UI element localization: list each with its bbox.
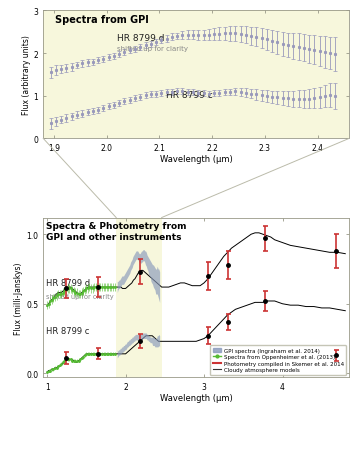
Text: shifted up for clarity: shifted up for clarity bbox=[117, 46, 188, 52]
Text: HR 8799 d: HR 8799 d bbox=[117, 35, 164, 43]
Y-axis label: Flux (milli-Janskys): Flux (milli-Janskys) bbox=[14, 262, 23, 334]
X-axis label: Wavelength (μm): Wavelength (μm) bbox=[160, 394, 233, 403]
Text: Spectra & Photometry from
GPI and other instruments: Spectra & Photometry from GPI and other … bbox=[46, 221, 187, 241]
Text: shifted up for clarity: shifted up for clarity bbox=[46, 293, 114, 299]
Y-axis label: Flux (arbitrary units): Flux (arbitrary units) bbox=[22, 35, 31, 115]
Text: HR 8799 d: HR 8799 d bbox=[46, 279, 90, 288]
Text: HR 8799 c: HR 8799 c bbox=[166, 91, 212, 100]
Legend: GPI spectra (Ingraham et al. 2014), Spectra from Oppenheimer et al. (2013), Phot: GPI spectra (Ingraham et al. 2014), Spec… bbox=[210, 345, 346, 375]
Text: HR 8799 c: HR 8799 c bbox=[46, 327, 90, 335]
Bar bbox=[116, 218, 162, 378]
X-axis label: Wavelength (μm): Wavelength (μm) bbox=[160, 155, 233, 164]
Text: Spectra from GPI: Spectra from GPI bbox=[55, 15, 149, 25]
